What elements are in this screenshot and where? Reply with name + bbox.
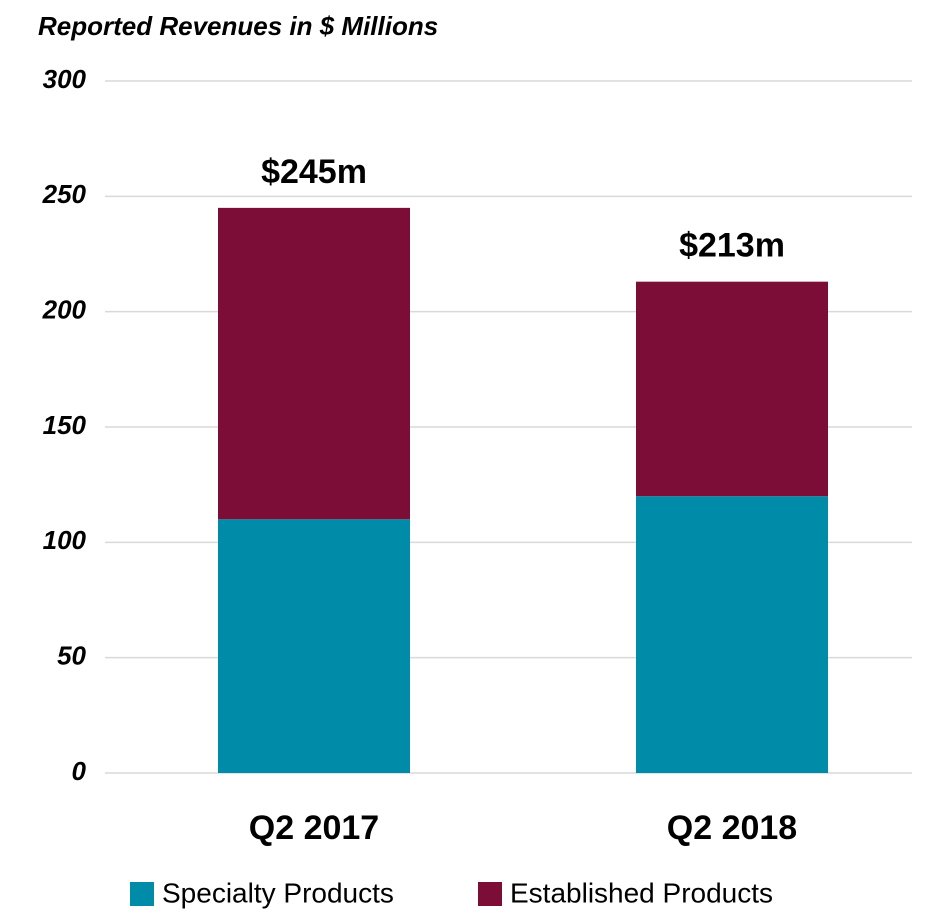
bar-segment <box>218 519 410 773</box>
total-label: $213m <box>679 227 785 265</box>
bar-segment <box>636 496 828 773</box>
y-tick-label: 50 <box>57 641 86 671</box>
y-tick-label: 150 <box>43 410 87 440</box>
y-tick-label: 0 <box>72 756 87 786</box>
x-tick-label: Q2 2018 <box>667 809 797 847</box>
y-tick-label: 300 <box>43 64 87 94</box>
legend-label: Established Products <box>510 877 773 908</box>
bar-segment <box>636 281 828 497</box>
chart-title: Reported Revenues in $ Millions <box>38 11 438 41</box>
bar-segment <box>218 207 410 520</box>
x-tick-label: Q2 2017 <box>249 809 379 847</box>
legend-swatch <box>130 882 154 906</box>
y-tick-label: 200 <box>42 295 87 325</box>
legend-swatch <box>478 882 502 906</box>
legend-label: Specialty Products <box>162 877 394 908</box>
total-label: $245m <box>261 153 367 191</box>
y-tick-label: 250 <box>42 179 87 209</box>
y-tick-label: 100 <box>43 525 87 555</box>
